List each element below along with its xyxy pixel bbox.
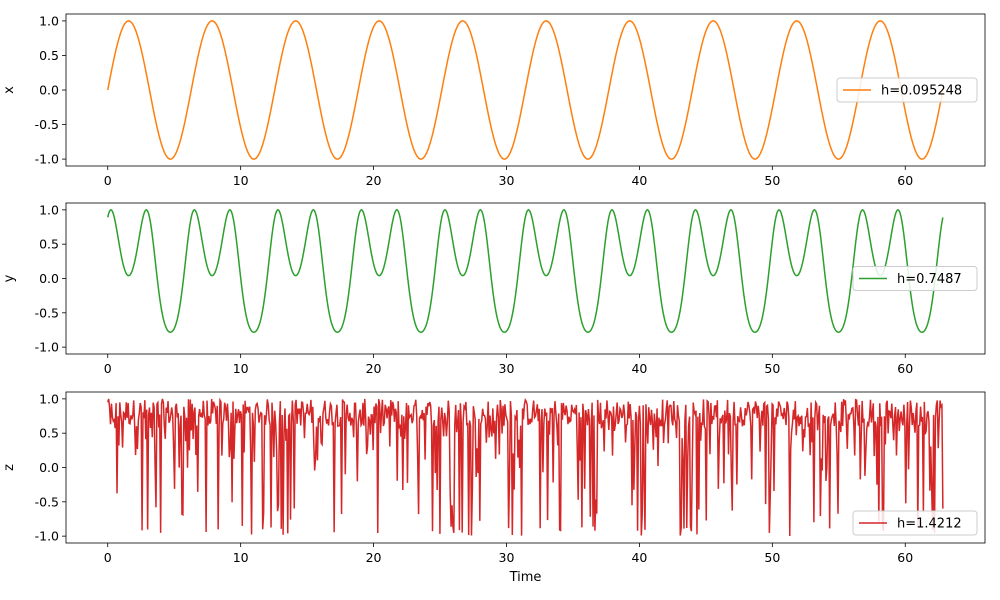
x-tick-label: 10 [233, 550, 249, 565]
x-tick-label: 20 [366, 550, 382, 565]
y-tick-label: 1.0 [39, 391, 59, 406]
x-tick-label: 10 [233, 361, 249, 376]
x-tick-label: 60 [897, 361, 913, 376]
x-tick-label: 40 [631, 361, 647, 376]
y-axis-label: y [2, 274, 17, 282]
y-tick-label: 0.5 [39, 426, 59, 441]
y-tick-label: -1.0 [35, 529, 59, 544]
y-tick-label: 1.0 [39, 202, 59, 217]
y-tick-label: -1.0 [35, 152, 59, 167]
x-tick-label: 20 [366, 173, 382, 188]
series-line-0 [107, 209, 944, 334]
y-tick-label: 0.0 [39, 460, 59, 475]
series-line-0 [107, 397, 944, 536]
legend: h=0.095248 [836, 77, 978, 103]
x-tick-label: 50 [764, 173, 780, 188]
y-tick-label: -0.5 [35, 117, 59, 132]
subplot-y: 0 10 20 30 40 50 60 -1.0 -0.5 0.0 0.5 1.0 y h=0.7487 [2, 202, 986, 376]
x-tick-label: 50 [764, 550, 780, 565]
x-tick-label: 0 [104, 361, 112, 376]
legend-label: h=0.095248 [881, 84, 962, 99]
y-tick-label: -0.5 [35, 305, 59, 320]
x-tick-label: 10 [233, 173, 249, 188]
x-tick-label: 30 [499, 361, 515, 376]
y-tick-label: 0.5 [39, 48, 59, 63]
subplot-x: 0 10 20 30 40 50 60 -1.0 -0.5 0.0 0.5 1.0 x h=0.09524… [2, 13, 986, 188]
x-tick-label: 60 [897, 550, 913, 565]
y-axis-label: x [2, 86, 17, 94]
y-tick-label: 0.0 [39, 271, 59, 286]
legend: h=1.4212 [852, 510, 978, 536]
y-tick-label: -1.0 [35, 340, 59, 355]
series-line-0 [107, 20, 944, 160]
x-tick-label: 20 [366, 361, 382, 376]
y-tick-label: 0.5 [39, 237, 59, 252]
y-tick-label: -0.5 [35, 494, 59, 509]
legend-label: h=1.4212 [897, 517, 962, 532]
axes-frame [65, 202, 986, 355]
x-tick-label: 40 [631, 550, 647, 565]
x-tick-label: 30 [499, 550, 515, 565]
x-tick-label: 50 [764, 361, 780, 376]
y-tick-label: 1.0 [39, 13, 59, 28]
x-tick-label: 0 [104, 550, 112, 565]
subplot-z: 0 10 20 30 40 50 60 -1.0 -0.5 0.0 0.5 1.0 z Time h=1.4… [2, 391, 986, 585]
y-tick-label: 0.0 [39, 83, 59, 98]
x-tick-label: 30 [499, 173, 515, 188]
legend-box [852, 266, 978, 291]
legend: h=0.7487 [852, 266, 978, 291]
legend-box [852, 510, 978, 536]
x-axis-label: Time [509, 570, 542, 585]
x-tick-label: 40 [631, 173, 647, 188]
x-tick-label: 0 [104, 173, 112, 188]
x-tick-label: 60 [897, 173, 913, 188]
legend-box [836, 77, 978, 103]
y-axis-label: z [2, 464, 17, 471]
legend-label: h=0.7487 [897, 272, 962, 287]
